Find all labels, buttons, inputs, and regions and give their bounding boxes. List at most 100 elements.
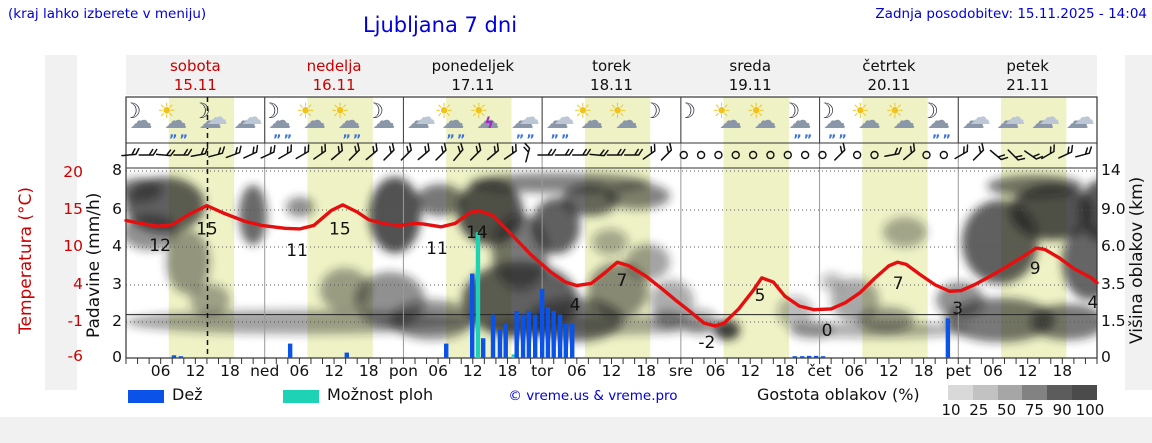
wind-barb <box>295 144 310 160</box>
x-day-abbr: sre <box>669 362 693 380</box>
weather-icon-sun-cloud-rain: ☀ ☁ „„ <box>331 99 367 143</box>
cloud-icon: ☁ <box>1073 105 1095 129</box>
x-hour-label: 06 <box>428 362 448 380</box>
rain-bar <box>443 343 449 358</box>
cloud-blob <box>606 183 670 209</box>
cloud-blob <box>190 284 230 316</box>
wind-calm-circle <box>731 150 740 160</box>
moon-icon: ☽ <box>677 99 697 123</box>
cloud-cover-scale-value: 50 <box>997 401 1017 419</box>
cloud-icon: ☁ <box>206 105 228 129</box>
wind-barb <box>571 148 591 156</box>
x-hour-label: 06 <box>289 362 310 380</box>
wind-barb <box>623 148 643 156</box>
cloud-icon: ☁ <box>718 108 742 134</box>
weather-icon-clouds: ☁ ☁ <box>955 99 991 143</box>
cloud-cover-scale-value: 90 <box>1052 401 1072 419</box>
wind-barb <box>260 144 276 159</box>
day-header-nedelja: nedelja 16.11 <box>265 55 404 95</box>
day-header-strip: sobota 15.11 nedelja 16.11 ponedeljek 17.11 to… <box>126 55 1097 95</box>
wind-barb <box>190 147 209 157</box>
weather-icon-clouds: ☁ ☁ <box>1059 99 1095 143</box>
x-hour-label: 18 <box>220 362 240 380</box>
sun-icon: ☀ <box>746 99 766 123</box>
wind-calm-circle <box>696 150 706 160</box>
cloud-icon: ☁ <box>164 108 188 134</box>
cloud-blob <box>883 217 927 247</box>
wind-calm-circle <box>870 150 879 160</box>
cloud-icon: ☁ <box>969 105 991 129</box>
moon-icon: ☽ <box>642 99 662 123</box>
rain-legend-swatch <box>128 390 164 403</box>
wind-barb <box>989 149 1009 161</box>
weather-icon-clouds: ☁ ☁ <box>1024 99 1060 143</box>
day-name: sobota <box>169 57 221 75</box>
day-name: torek <box>592 57 631 75</box>
cloud-icon: ☁ <box>788 108 812 134</box>
temperature-value-label: 5 <box>755 286 766 306</box>
cloud-blob <box>790 322 970 338</box>
weather-icon-sun-cloud: ☀ ☁ <box>573 99 609 143</box>
cloud-icon: ☁ <box>518 105 540 129</box>
cloud-icon: ☁ <box>1065 108 1089 134</box>
weather-icon-moon-cloud: ☽ ☁ <box>122 99 158 143</box>
weather-icon-rain: ☁ ☁ „„ <box>504 99 540 143</box>
wind-barb <box>589 149 609 157</box>
temperature-value-label: 0 <box>822 321 833 341</box>
rain-bar <box>533 314 538 358</box>
credit-link[interactable]: © vreme.us & vreme.pro <box>508 388 678 404</box>
wind-barb <box>330 143 344 161</box>
temperature-value-label: 11 <box>426 239 448 259</box>
weather-icon-clouds: ☁ ☁ <box>989 99 1025 143</box>
cloud-cover-scale-segment <box>1071 385 1097 400</box>
x-hour-label: 06 <box>150 362 171 380</box>
cloud-icon: ☁ <box>510 108 534 134</box>
x-hour-label: 18 <box>913 362 934 380</box>
weather-icon-moon-cloud-rain: ☽ ☁ „„ <box>920 99 956 143</box>
page-title: Ljubljana 7 dni <box>362 13 518 37</box>
weather-icon-moon-cloud-rain: ☽ ☁ „„ <box>781 99 817 143</box>
bottom-panel <box>0 417 1152 443</box>
sun-icon: ☀ <box>330 99 350 123</box>
weather-icon-sun-cloud: ☀ ☁ <box>885 99 921 143</box>
rain-drops-icon: „„ <box>828 126 850 141</box>
rain-bar <box>526 310 532 358</box>
wind-barb <box>1041 144 1055 160</box>
cloud-height-tick: 0 <box>1101 348 1111 366</box>
sun-icon: ☀ <box>573 99 593 123</box>
precip-tick: 2 <box>112 312 122 330</box>
rain-bar <box>539 288 545 358</box>
x-hour-label: 18 <box>1052 362 1073 380</box>
cloud-blob <box>945 298 1055 342</box>
x-hour-label: 06 <box>705 362 726 380</box>
wind-barb <box>1058 144 1074 159</box>
temperature-value-label: 15 <box>329 219 351 239</box>
wind-barb <box>138 148 158 156</box>
x-hour-label: 18 <box>775 362 795 380</box>
cloud-icon: ☁ <box>1031 108 1055 134</box>
day-name: nedelja <box>306 57 362 75</box>
precip-tick: 8 <box>112 161 122 179</box>
day-name: ponedeljek <box>431 57 515 75</box>
moon-icon: ☽ <box>781 99 801 123</box>
cloud-blob <box>1010 184 1094 240</box>
lightning-icon: ϟ <box>484 114 495 132</box>
sun-icon: ☀ <box>295 99 315 123</box>
moon-icon: ☽ <box>122 99 142 123</box>
wind-barb <box>155 149 176 157</box>
weather-icon-moon-clouds: ☽ ☁ ☁ <box>192 99 228 143</box>
wind-calm-circle <box>714 150 723 160</box>
day-header-sreda: sreda 19.11 <box>681 55 820 95</box>
temp-tick: 4 <box>73 275 83 293</box>
wind-barb <box>503 143 517 160</box>
wind-barb <box>469 142 482 161</box>
cloud-icon: ☁ <box>823 108 847 134</box>
wind-barb <box>884 147 902 157</box>
shower-bar <box>511 354 517 358</box>
wind-barb <box>400 142 413 161</box>
wind-barb <box>208 146 226 158</box>
weather-icon-moon-cloud: ☽ ☁ <box>365 99 401 143</box>
showers-legend-swatch <box>283 390 319 403</box>
